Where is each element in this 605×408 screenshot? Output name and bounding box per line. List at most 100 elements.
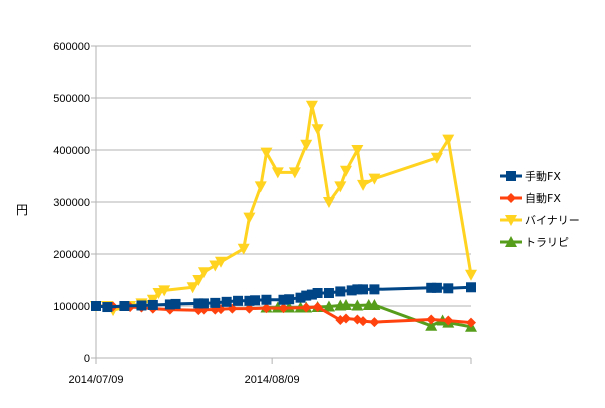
data-point xyxy=(368,298,381,310)
data-point xyxy=(306,289,317,300)
x-tick-label: 2014/08/09 xyxy=(245,374,300,386)
legend-marker xyxy=(505,215,517,226)
data-point xyxy=(301,290,312,301)
data-point xyxy=(443,283,454,294)
y-tick-label: 300000 xyxy=(53,197,90,209)
y-axis-label: 円 xyxy=(16,203,28,217)
data-point xyxy=(442,134,455,146)
data-point xyxy=(352,284,363,295)
data-point xyxy=(119,301,130,311)
data-point xyxy=(136,300,147,311)
data-point xyxy=(260,147,273,159)
data-point xyxy=(288,167,301,179)
x-tick-label: 2014/07/09 xyxy=(68,374,123,386)
data-point xyxy=(284,294,295,305)
y-tick-label: 100000 xyxy=(53,301,90,313)
data-point xyxy=(237,243,250,255)
legend-marker xyxy=(506,193,516,203)
y-tick-label: 500000 xyxy=(53,93,90,105)
data-point xyxy=(198,298,209,309)
data-point xyxy=(346,285,357,296)
legend-item: バイナリー xyxy=(500,214,580,227)
data-point xyxy=(443,315,454,326)
series-group xyxy=(91,282,476,313)
data-point xyxy=(368,173,381,185)
data-point xyxy=(369,284,380,295)
data-point xyxy=(221,296,232,307)
data-point xyxy=(305,100,318,112)
data-point xyxy=(271,167,284,179)
data-point xyxy=(351,145,364,156)
data-point xyxy=(186,282,199,294)
data-point xyxy=(244,295,255,306)
data-point xyxy=(244,303,255,314)
data-point xyxy=(158,285,171,297)
data-point xyxy=(215,256,227,268)
data-point xyxy=(312,288,323,298)
legend-item: 手動FX xyxy=(500,169,561,183)
data-point xyxy=(340,298,352,310)
data-point xyxy=(170,298,181,309)
data-point xyxy=(192,275,205,286)
legend-label: 手動FX xyxy=(525,169,561,183)
data-point xyxy=(261,294,272,305)
data-point xyxy=(431,282,442,293)
data-point xyxy=(358,284,369,295)
data-point xyxy=(254,181,267,193)
data-point xyxy=(369,317,380,328)
y-tick-label: 0 xyxy=(84,353,90,365)
legend-marker xyxy=(506,171,516,181)
series-lines xyxy=(90,100,477,332)
data-point xyxy=(311,124,324,136)
data-point xyxy=(197,267,210,279)
data-point xyxy=(341,313,351,324)
data-point xyxy=(210,297,221,308)
data-point xyxy=(278,294,289,305)
data-point xyxy=(261,303,272,314)
data-point xyxy=(466,282,476,293)
data-point xyxy=(91,301,101,311)
data-point xyxy=(278,303,289,314)
data-point xyxy=(425,319,438,331)
data-point xyxy=(323,288,334,298)
data-point xyxy=(335,286,346,297)
legend-label: バイナリー xyxy=(525,214,580,227)
y-tick-label: 600000 xyxy=(53,41,90,53)
data-point xyxy=(243,212,256,224)
data-point xyxy=(312,302,323,313)
data-point xyxy=(466,317,476,328)
legend-item: トラリピ xyxy=(500,236,569,249)
data-point xyxy=(358,316,369,327)
data-point xyxy=(164,299,175,310)
data-point xyxy=(322,300,335,312)
y-axis-label-group: 円 xyxy=(16,203,28,217)
legend-label: 自動FX xyxy=(525,191,561,205)
data-point xyxy=(465,269,477,281)
data-point xyxy=(340,165,352,177)
data-point xyxy=(193,298,204,309)
legend-item: 自動FX xyxy=(500,191,561,205)
data-point xyxy=(300,139,313,151)
axes: 0 100000 200000 300000 400000 500000 600000 201… xyxy=(53,41,472,386)
data-point xyxy=(209,260,222,272)
data-point xyxy=(250,295,261,306)
data-point xyxy=(351,299,364,311)
data-point xyxy=(430,152,443,164)
data-point xyxy=(295,292,306,303)
legend-label: トラリピ xyxy=(525,236,569,249)
data-point xyxy=(357,179,370,191)
y-tick-label: 200000 xyxy=(53,249,90,261)
data-point xyxy=(301,302,312,313)
data-point xyxy=(426,314,437,325)
data-point xyxy=(334,181,347,193)
data-point xyxy=(233,295,244,306)
y-tick-label: 400000 xyxy=(53,145,90,157)
data-point xyxy=(426,282,437,293)
data-point xyxy=(147,299,158,310)
legend-marker xyxy=(505,236,517,247)
data-point xyxy=(102,302,113,313)
